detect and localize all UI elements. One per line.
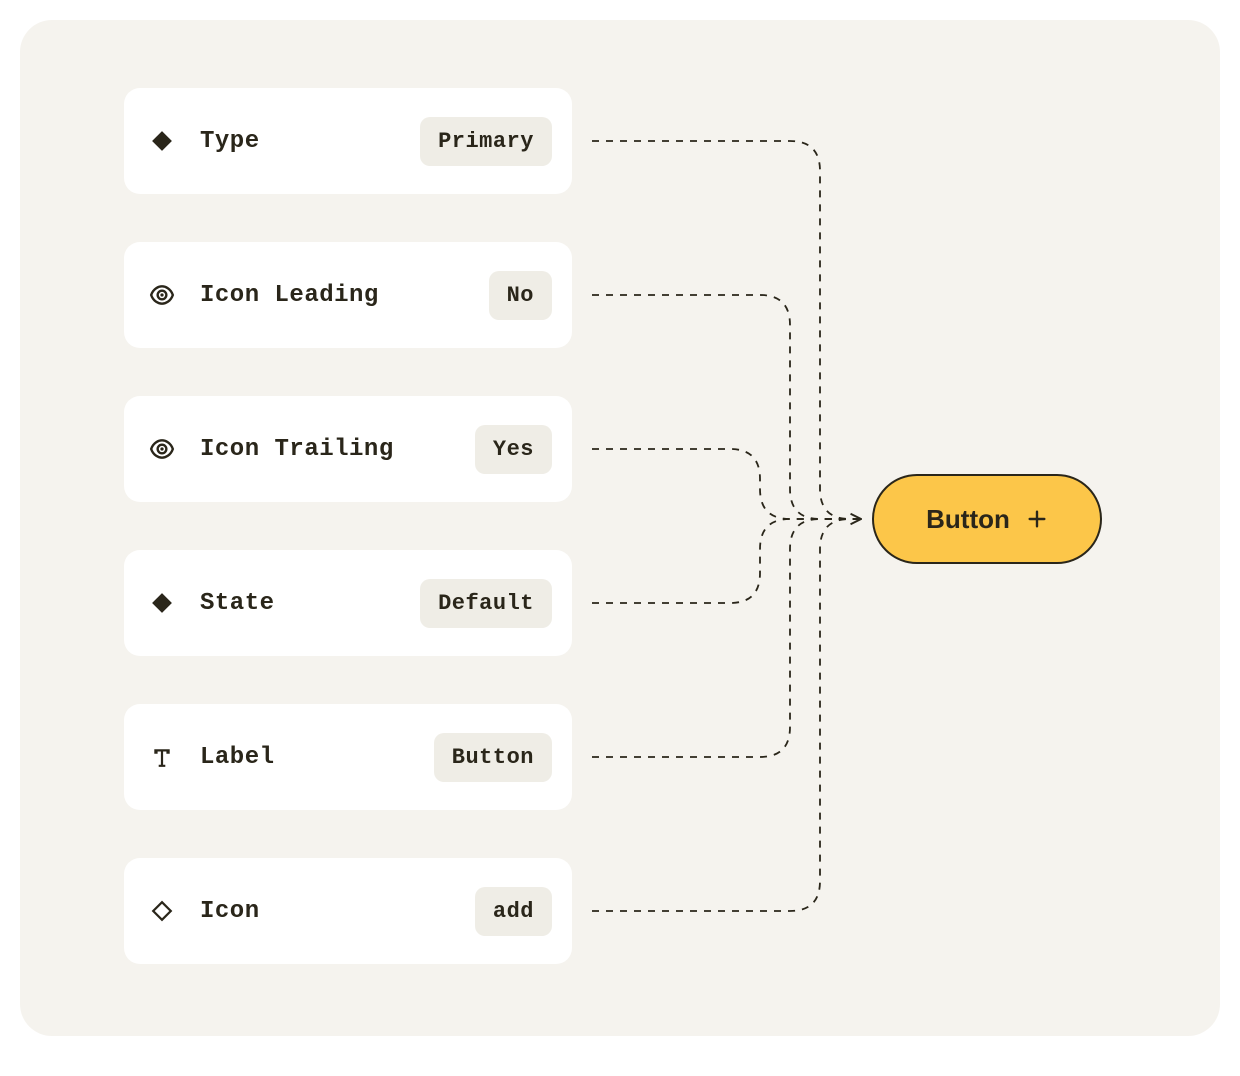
property-label: Icon Leading (200, 282, 489, 309)
property-value[interactable]: No (489, 271, 552, 320)
plus-icon (1026, 508, 1048, 530)
diamond-solid-icon (148, 589, 176, 617)
eye-icon (148, 435, 176, 463)
result-button-label: Button (926, 504, 1010, 535)
property-label: State (200, 590, 420, 617)
property-card-icon-leading: Icon Leading No (124, 242, 572, 348)
property-card-type: Type Primary (124, 88, 572, 194)
property-card-label: Label Button (124, 704, 572, 810)
text-t-icon (148, 743, 176, 771)
property-label: Type (200, 128, 420, 155)
property-value[interactable]: Yes (475, 425, 552, 474)
property-value[interactable]: Primary (420, 117, 552, 166)
property-card-icon: Icon add (124, 858, 572, 964)
property-card-icon-trailing: Icon Trailing Yes (124, 396, 572, 502)
property-value[interactable]: add (475, 887, 552, 936)
property-card-state: State Default (124, 550, 572, 656)
eye-icon (148, 281, 176, 309)
diamond-solid-icon (148, 127, 176, 155)
diamond-outline-icon (148, 897, 176, 925)
property-value[interactable]: Button (434, 733, 552, 782)
result-button[interactable]: Button (872, 474, 1102, 564)
diagram-canvas: Type Primary Icon Leading No Icon Traili… (20, 20, 1220, 1036)
property-label: Icon Trailing (200, 436, 475, 463)
property-value[interactable]: Default (420, 579, 552, 628)
property-label: Label (200, 744, 434, 771)
property-label: Icon (200, 898, 475, 925)
